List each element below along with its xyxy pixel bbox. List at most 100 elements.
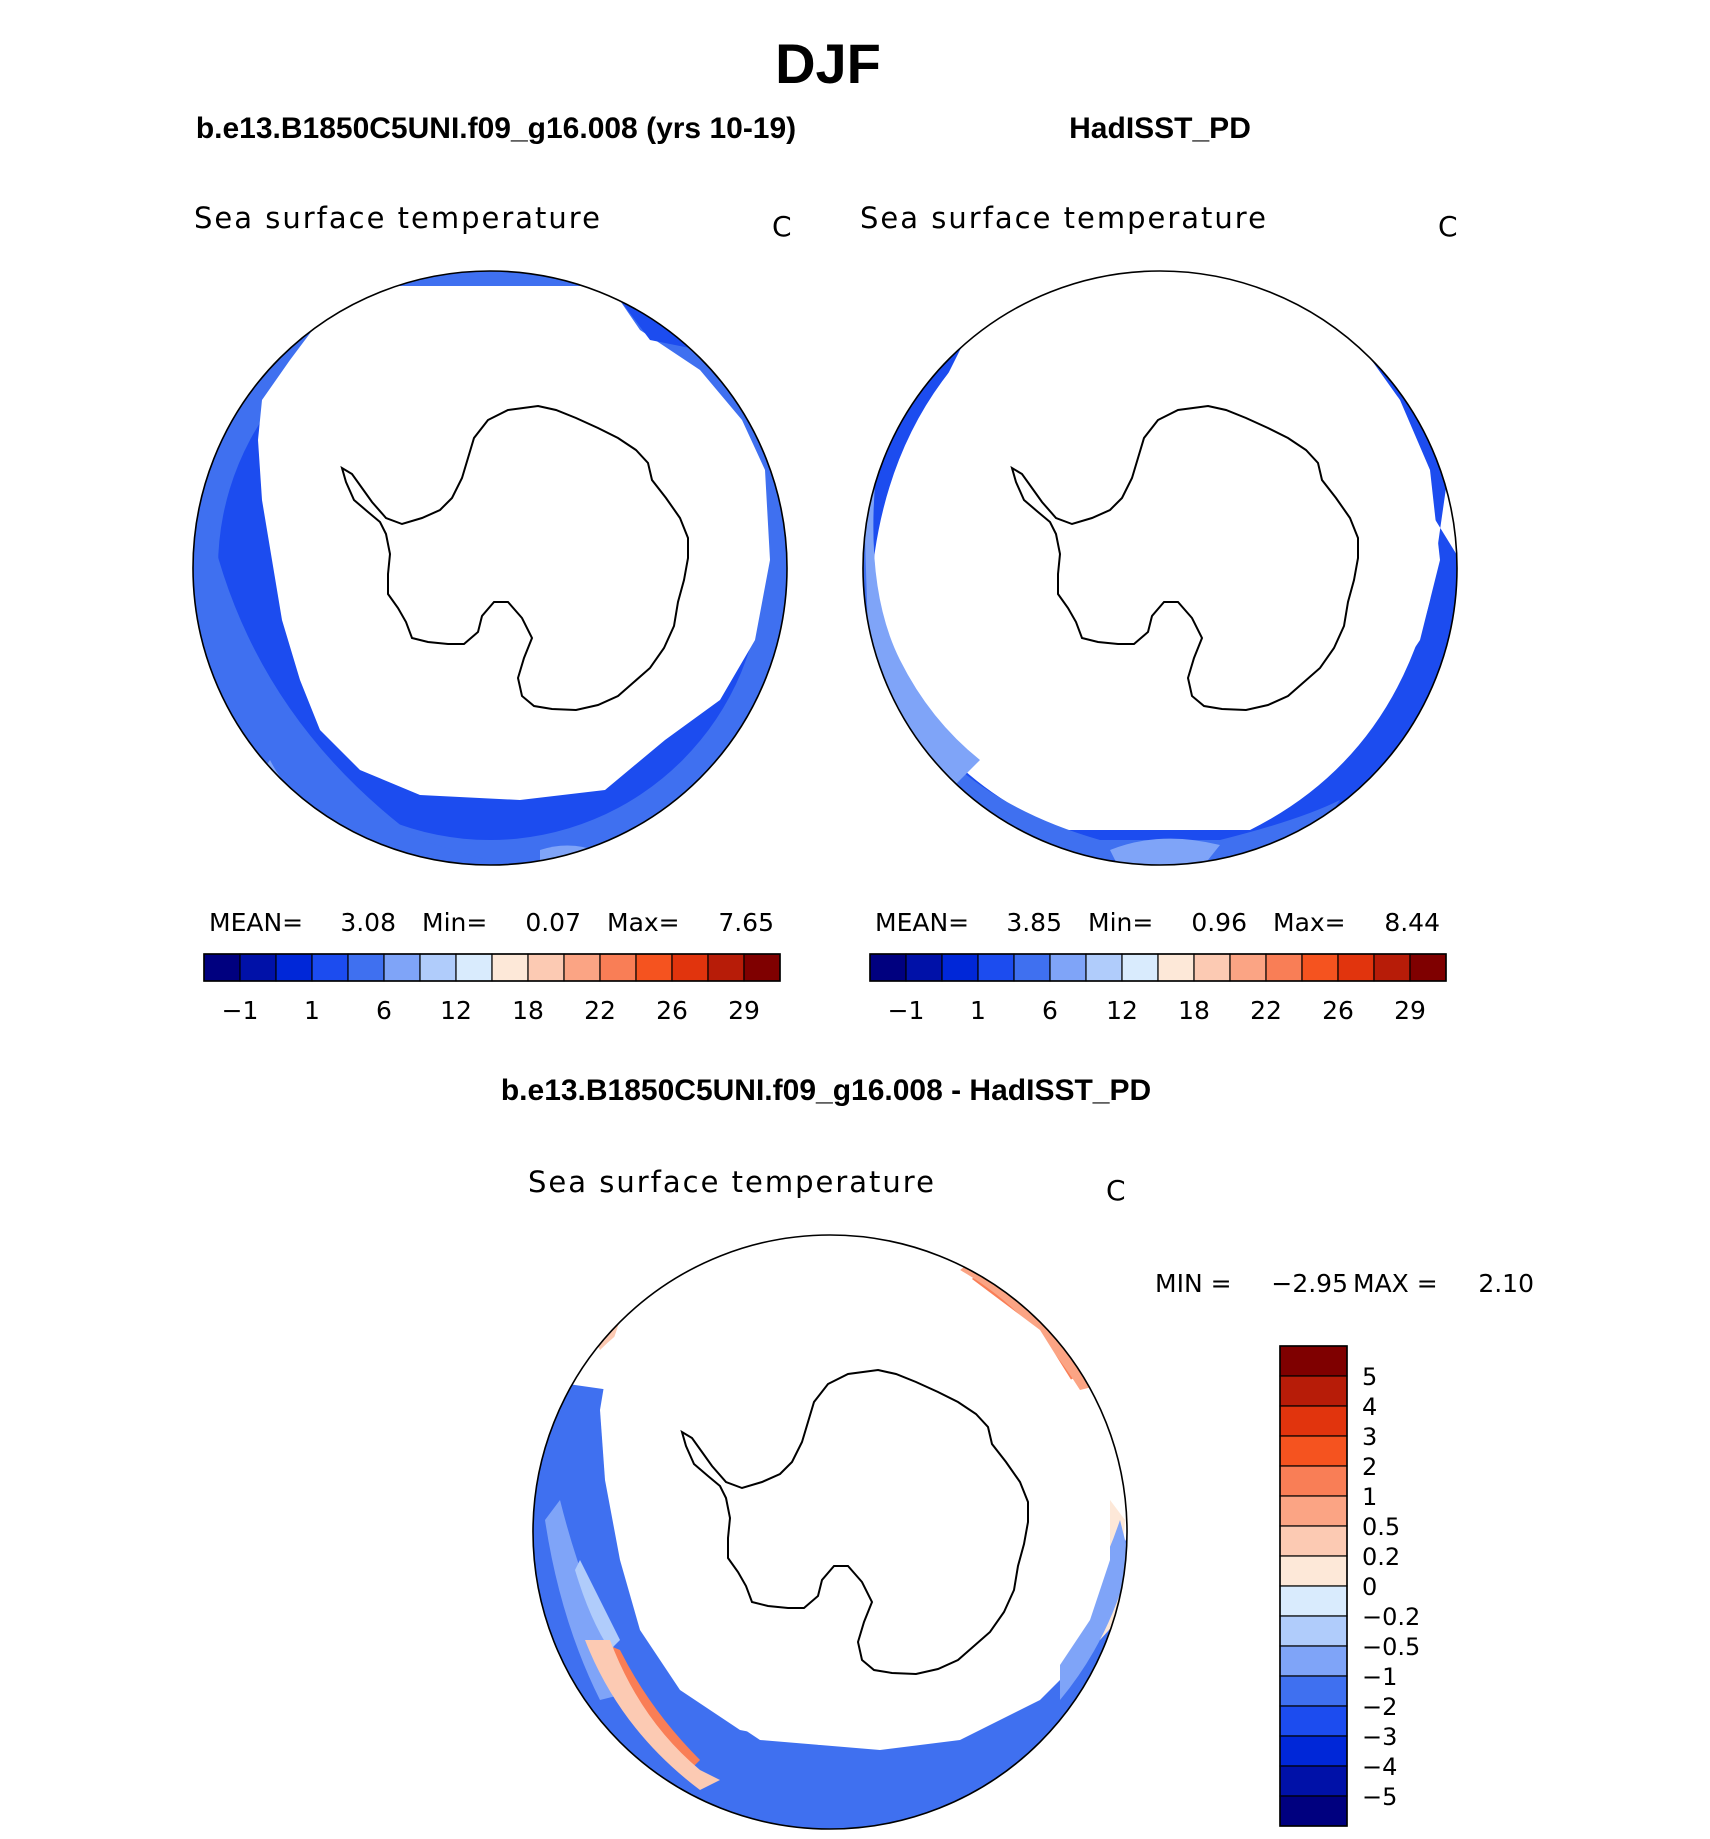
diff-colorbar-tick-label: 0.2 [1362, 1543, 1400, 1571]
obs-colorbar-box [941, 953, 979, 982]
diff-colorbar-box [1279, 1345, 1348, 1377]
diff-colorbar-box [1279, 1495, 1348, 1527]
model-colorbar-box [743, 953, 781, 982]
diff-light-west [575, 1560, 620, 1650]
obs-colorbar-box [869, 953, 907, 982]
obs-colorbar-box [1301, 953, 1339, 982]
diff-colorbar-box [1279, 1795, 1348, 1827]
left-panel-title: b.e13.B1850C5UNI.f09_g16.008 (yrs 10-19) [196, 112, 796, 145]
obs-colorbar-tick-label: 22 [1250, 996, 1282, 1025]
diff-max-label: MAX = [1353, 1269, 1438, 1298]
diff-colorbar-tick-label: 0 [1362, 1573, 1377, 1601]
diff-colorbar-box [1279, 1585, 1348, 1617]
model-colorbar-box [347, 953, 385, 982]
model-colorbar-box [599, 953, 637, 982]
diff-colorbar-box [1279, 1705, 1348, 1737]
obs-colorbar-box [1373, 953, 1411, 982]
obs-colorbar-frame [869, 953, 1447, 982]
diff-max-value: 2.10 [1478, 1269, 1534, 1298]
obs-mean-label: MEAN= [875, 908, 969, 937]
diff-min-value: −2.95 [1271, 1269, 1348, 1298]
model-panel: Sea surface temperature C MEAN= 3.08 Min… [192, 201, 792, 1025]
obs-variable-label: Sea surface temperature [860, 201, 1268, 235]
obs-min-label: Min= [1088, 908, 1153, 937]
model-colorbar-tick-label: 29 [728, 996, 760, 1025]
diff-colorbar-tick-label: −1 [1362, 1663, 1397, 1691]
model-colorbar: −1 1 6 12 18 22 26 29 [203, 953, 781, 1025]
model-colorbar-tick-label: 1 [304, 996, 320, 1025]
obs-colorbar: −1 1 6 12 18 22 26 29 [869, 953, 1447, 1025]
obs-panel: Sea surface temperature C MEAN= 3.85 Min… [860, 201, 1458, 1025]
diff-mid-west [545, 1500, 640, 1700]
obs-colorbar-box [905, 953, 943, 982]
obs-colorbar-tick-label: 26 [1322, 996, 1354, 1025]
model-colorbar-box [239, 953, 277, 982]
model-colorbar-tick-label: 12 [440, 996, 472, 1025]
model-colorbar-box [419, 953, 457, 982]
diff-colorbar-tick-label: −0.2 [1362, 1603, 1420, 1631]
obs-colorbar-box [1157, 953, 1195, 982]
obs-colorbar-box [1193, 953, 1231, 982]
diff-min-label: MIN = [1155, 1269, 1232, 1298]
model-variable-label: Sea surface temperature [194, 201, 602, 235]
model-colorbar-tick-label: 26 [656, 996, 688, 1025]
model-colorbar-tick-label: −1 [222, 996, 259, 1025]
model-colorbar-box [635, 953, 673, 982]
obs-colorbar-box [1049, 953, 1087, 982]
obs-colorbar-tick-label: 12 [1106, 996, 1138, 1025]
diff-colorbar-box [1279, 1405, 1348, 1437]
model-max-value: 7.65 [718, 908, 774, 937]
obs-min-value: 0.96 [1191, 908, 1247, 937]
diff-colorbar-tick-label: 3 [1362, 1423, 1377, 1451]
model-colorbar-box [563, 953, 601, 982]
model-colorbar-tick-label: 22 [584, 996, 616, 1025]
obs-colorbar-tick-label: 6 [1042, 996, 1058, 1025]
obs-colorbar-tick-label: −1 [888, 996, 925, 1025]
diff-panel: b.e13.B1850C5UNI.f09_g16.008 - HadISST_P… [501, 1074, 1534, 1830]
obs-mean-value: 3.85 [1006, 908, 1062, 937]
obs-colorbar-box [977, 953, 1015, 982]
obs-colorbar-tick-label: 18 [1178, 996, 1210, 1025]
right-panel-title: HadISST_PD [1069, 112, 1251, 145]
obs-colorbar-box [1409, 953, 1447, 982]
diff-colorbar-box [1279, 1525, 1348, 1557]
diff-colorbar-box [1279, 1435, 1348, 1467]
model-colorbar-box [527, 953, 565, 982]
diff-colorbar-tick-label: 0.5 [1362, 1513, 1400, 1541]
obs-map-border [862, 270, 1458, 866]
diff-colorbar-tick-label: 4 [1362, 1393, 1377, 1421]
diff-variable-label: Sea surface temperature [528, 1165, 936, 1199]
diff-colorbar-box [1279, 1375, 1348, 1407]
model-colorbar-box [311, 953, 349, 982]
obs-max-value: 8.44 [1384, 908, 1440, 937]
diff-warm-southwest-halo [585, 1640, 720, 1790]
obs-colorbar-box [1337, 953, 1375, 982]
obs-colorbar-box [1013, 953, 1051, 982]
model-min-label: Min= [422, 908, 487, 937]
model-colorbar-box [491, 953, 529, 982]
obs-colorbar-box [1265, 953, 1303, 982]
obs-warm-band-2 [1110, 838, 1220, 865]
diff-colorbar-box [1279, 1465, 1348, 1497]
page-title: DJF [775, 32, 881, 95]
model-colorbar-box [203, 953, 241, 982]
model-colorbar-tick-label: 18 [512, 996, 544, 1025]
diff-colorbar-tick-label: 5 [1362, 1363, 1377, 1391]
obs-max-label: Max= [1273, 908, 1346, 937]
model-colorbar-frame [203, 953, 781, 982]
diff-colorbar-tick-label: 1 [1362, 1483, 1377, 1511]
model-units-label: C [772, 210, 792, 243]
model-mean-value: 3.08 [340, 908, 396, 937]
obs-colorbar-tick-label: 1 [970, 996, 986, 1025]
diff-colorbar-tick-label: −5 [1362, 1783, 1397, 1811]
model-colorbar-box [383, 953, 421, 982]
model-warm-patch-2 [540, 845, 600, 865]
model-colorbar-box [707, 953, 745, 982]
diff-colorbar-frame [1279, 1345, 1348, 1827]
diff-colorbar-tick-label: 2 [1362, 1453, 1377, 1481]
obs-units-label: C [1438, 210, 1458, 243]
model-colorbar-box [455, 953, 493, 982]
diff-colorbar-tick-label: −4 [1362, 1753, 1397, 1781]
